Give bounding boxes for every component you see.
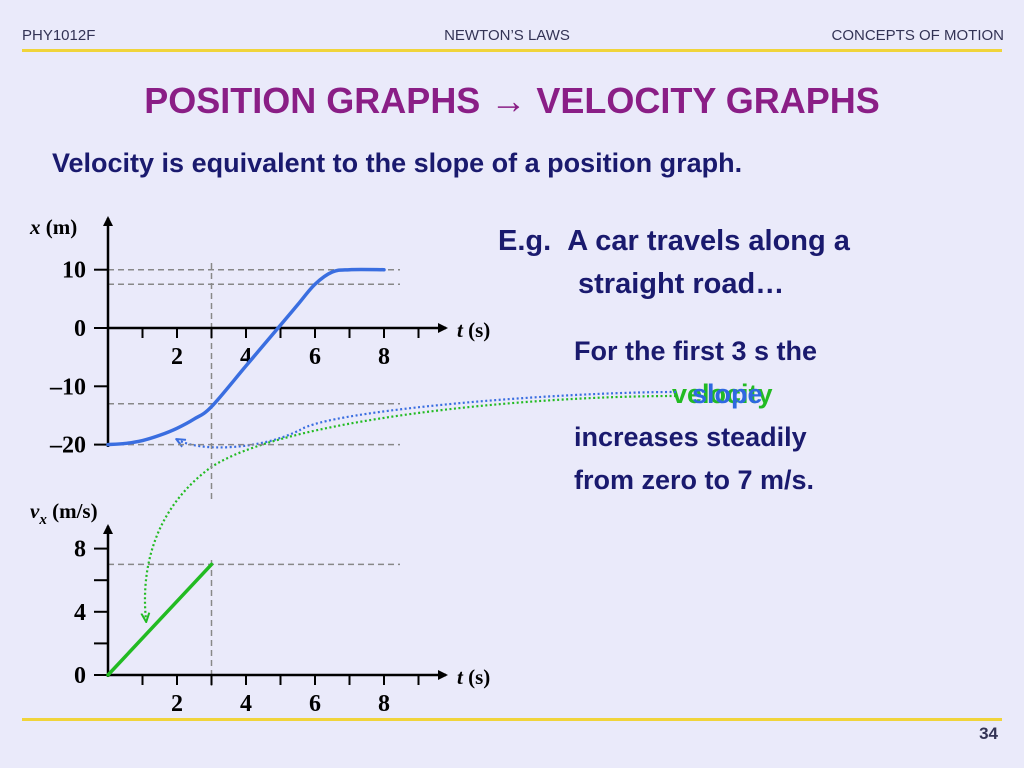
overlapping-words: velocity slope: [574, 373, 894, 416]
example-text: E.g. A car travels along a straight road…: [498, 220, 918, 306]
section-title: CONCEPTS OF MOTION: [831, 27, 1005, 44]
course-code: PHY1012F: [22, 27, 96, 44]
slide-subtitle: Velocity is equivalent to the slope of a…: [52, 148, 743, 178]
slide-title: POSITION GRAPHS → VELOCITY GRAPHS: [144, 80, 880, 121]
x-axis-label: t (s): [457, 665, 490, 689]
x-tick-label: 6: [309, 691, 321, 717]
chapter-title: NEWTON’S LAWS: [444, 27, 570, 44]
velocity-pointer-arrow: [145, 394, 677, 620]
word-velocity: velocity: [672, 379, 773, 409]
example-line-2: straight road…: [578, 268, 785, 300]
y-tick-label: –10: [49, 374, 86, 400]
footer-rule: [22, 718, 1002, 721]
y-axis-label: vx (m/s): [30, 499, 98, 528]
velocity-line: [106, 562, 214, 677]
slope-pointer-arrow: [178, 390, 677, 449]
y-tick-label: 0: [74, 316, 86, 342]
x-tick-label: 6: [309, 344, 321, 370]
y-tick-label: 0: [74, 663, 86, 689]
explanation-paragraph: For the first 3 s the velocity slope inc…: [574, 330, 894, 502]
example-prefix: E.g.: [498, 225, 552, 257]
paragraph-line-4: from zero to 7 m/s.: [574, 465, 815, 495]
page-number: 34: [979, 724, 998, 743]
x-tick-label: 2: [171, 691, 183, 717]
x-tick-label: 4: [240, 691, 252, 717]
y-tick-label: 8: [74, 537, 86, 563]
position-curve: [106, 267, 386, 447]
y-tick-label: 10: [62, 258, 86, 284]
x-tick-label: 2: [171, 344, 183, 370]
y-tick-label: –20: [49, 433, 86, 459]
y-tick-label: 4: [74, 600, 86, 626]
x-axis-label: t (s): [457, 318, 490, 342]
x-tick-label: 8: [378, 691, 390, 717]
header-rule: [22, 49, 1002, 52]
paragraph-line-1: For the first 3 s the: [574, 336, 818, 366]
x-tick-label: 8: [378, 344, 390, 370]
example-line-1: A car travels along a: [567, 225, 850, 257]
word-slope: slope: [692, 379, 763, 409]
y-axis-label: x (m): [29, 215, 77, 239]
velocity-graph: 2 4 6 8 8 4 0 vx (m/s) t (s): [30, 499, 490, 717]
paragraph-line-3: increases steadily: [574, 422, 807, 452]
